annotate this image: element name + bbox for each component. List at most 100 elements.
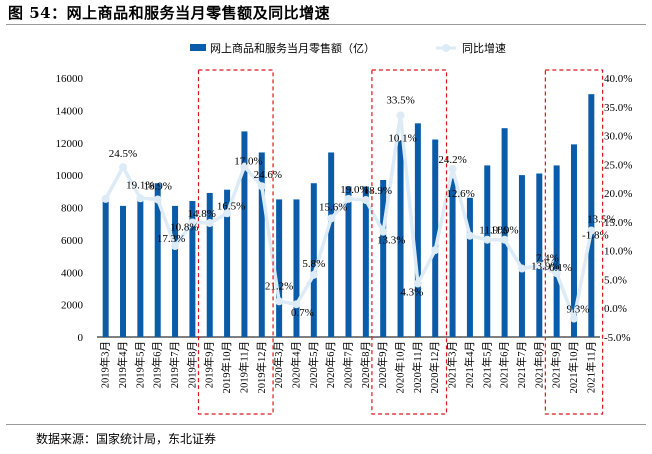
data-label: 19.0% bbox=[340, 184, 368, 196]
growth-point bbox=[327, 214, 336, 223]
x-tick-label: 2021年7月 bbox=[515, 341, 528, 388]
bar bbox=[518, 175, 525, 337]
x-tick-label: 2019年3月 bbox=[99, 341, 112, 388]
data-label: 11.9% bbox=[491, 225, 519, 237]
x-tick-label: 2020年7月 bbox=[342, 341, 355, 388]
x-tick-label: 2020年12月 bbox=[428, 341, 441, 394]
bar bbox=[241, 131, 248, 337]
legend-line-label: 同比增速 bbox=[462, 41, 506, 55]
x-tick-label: 2019年7月 bbox=[168, 341, 181, 388]
left-tick-label: 0 bbox=[78, 332, 84, 344]
figure-title: 图 54：网上商品和服务当月零售额及同比增速 bbox=[8, 4, 331, 22]
data-label: 18.9% bbox=[143, 180, 171, 192]
growth-point bbox=[257, 182, 266, 191]
bar bbox=[397, 141, 404, 337]
growth-point bbox=[396, 111, 405, 120]
data-label: 16.5% bbox=[217, 200, 245, 212]
bar bbox=[345, 186, 352, 337]
data-label: 21.2% bbox=[265, 280, 293, 292]
data-label: 4.3% bbox=[400, 286, 423, 298]
growth-point bbox=[465, 231, 474, 240]
x-tick-label: 2020年3月 bbox=[272, 341, 285, 388]
highlight-box bbox=[371, 69, 448, 415]
bar bbox=[536, 173, 543, 337]
data-label: 24.6% bbox=[254, 169, 282, 181]
right-tick-label: 15.0% bbox=[604, 217, 632, 229]
x-tick-label: 2021年9月 bbox=[550, 341, 563, 388]
right-tick-label: 30.0% bbox=[604, 131, 632, 143]
legend: 网上商品和服务当月零售额（亿） 同比增速 bbox=[190, 41, 506, 55]
bar bbox=[102, 199, 109, 337]
growth-point bbox=[361, 196, 370, 205]
right-tick-label: 35.0% bbox=[604, 102, 632, 114]
bar bbox=[154, 183, 161, 337]
growth-point bbox=[500, 235, 509, 244]
data-label: 18.9% bbox=[364, 185, 392, 197]
growth-point bbox=[188, 218, 197, 227]
left-tick-label: 10000 bbox=[56, 170, 84, 182]
x-tick-label: 2019年9月 bbox=[203, 341, 216, 388]
x-tick-label: 2021年6月 bbox=[498, 341, 511, 388]
bar bbox=[328, 152, 335, 337]
data-label: 10.1% bbox=[388, 132, 416, 144]
growth-point bbox=[587, 226, 596, 235]
x-tick-label: 2019年11月 bbox=[237, 341, 250, 393]
left-tick-label: 6000 bbox=[61, 235, 84, 247]
data-label: 10.8% bbox=[170, 221, 198, 233]
growth-point bbox=[119, 163, 128, 172]
growth-point bbox=[517, 264, 526, 273]
growth-point bbox=[223, 209, 232, 218]
bars-group bbox=[102, 94, 595, 337]
growth-point bbox=[431, 246, 440, 255]
data-label: 12.6% bbox=[446, 188, 474, 200]
growth-point bbox=[309, 270, 318, 279]
x-tick-label: 2019年8月 bbox=[185, 341, 198, 388]
right-tick-label: 5.0% bbox=[604, 274, 627, 286]
highlight-box bbox=[544, 69, 604, 415]
x-tick-label: 2021年5月 bbox=[480, 341, 493, 388]
x-tick-label: 2021年8月 bbox=[532, 341, 545, 388]
growth-point bbox=[292, 300, 301, 309]
source-note: 数据来源：国家统计局，东北证券 bbox=[36, 432, 217, 446]
growth-point bbox=[379, 227, 388, 236]
x-tick-label: 2021年3月 bbox=[446, 341, 459, 388]
data-label: -1.8% bbox=[582, 230, 609, 242]
x-tick-label: 2021年11月 bbox=[584, 341, 597, 393]
left-tick-label: 14000 bbox=[56, 105, 84, 117]
data-label: 24.5% bbox=[109, 148, 137, 160]
left-tick-label: 4000 bbox=[61, 267, 84, 279]
data-label: 13.3% bbox=[377, 235, 405, 247]
right-tick-label: 0.0% bbox=[604, 303, 627, 315]
right-tick-label: 40.0% bbox=[604, 73, 632, 85]
bar bbox=[258, 152, 265, 337]
growth-point bbox=[344, 194, 353, 203]
legend-bar-label: 网上商品和服务当月零售额（亿） bbox=[210, 41, 375, 55]
x-tick-label: 2019年10月 bbox=[220, 341, 233, 394]
x-tick-label: 2020年6月 bbox=[324, 341, 337, 388]
axes-group: 0 2000 4000 6000 8000 10000 12000 14000 16000 -5.… bbox=[56, 73, 633, 394]
bar bbox=[293, 199, 300, 337]
data-label: 15.6% bbox=[319, 201, 347, 213]
bar bbox=[224, 189, 231, 337]
highlight-boxes-group bbox=[197, 69, 604, 415]
bar bbox=[206, 192, 213, 337]
data-label: 7.4% bbox=[536, 253, 559, 265]
bar bbox=[588, 94, 595, 337]
bar bbox=[276, 199, 283, 337]
data-label: 0.7% bbox=[291, 307, 314, 319]
growth-point bbox=[275, 297, 284, 306]
bar bbox=[137, 199, 144, 337]
data-label: 13.5% bbox=[587, 214, 615, 226]
x-tick-label: 2019年12月 bbox=[255, 341, 268, 394]
x-tick-label: 2019年5月 bbox=[133, 341, 146, 388]
x-tick-label: 2020年4月 bbox=[289, 341, 302, 388]
bar bbox=[501, 128, 508, 337]
growth-point bbox=[483, 235, 492, 244]
bar bbox=[310, 183, 317, 337]
data-label: 14.8% bbox=[188, 208, 216, 220]
right-tick-label: 10.0% bbox=[604, 246, 632, 258]
growth-point bbox=[413, 279, 422, 288]
x-tick-label: 2020年5月 bbox=[307, 341, 320, 388]
data-label: 17.3% bbox=[157, 233, 185, 245]
bar bbox=[449, 178, 456, 337]
